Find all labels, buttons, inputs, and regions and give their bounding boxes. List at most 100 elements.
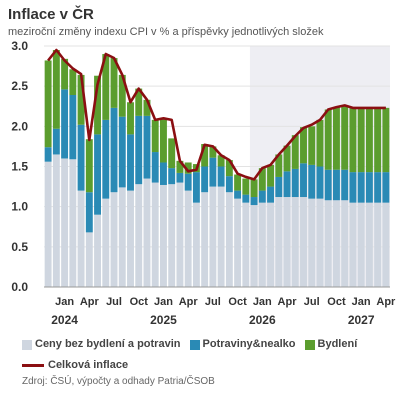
bar-ceny bbox=[143, 178, 151, 287]
bar-ceny bbox=[291, 197, 299, 287]
bar-potraviny bbox=[308, 164, 316, 199]
bar-ceny bbox=[225, 192, 233, 287]
bar-ceny bbox=[234, 198, 242, 287]
bar-bydleni bbox=[332, 107, 340, 170]
bar-potraviny bbox=[52, 128, 60, 155]
bar-ceny bbox=[341, 200, 349, 287]
bar-bydleni bbox=[217, 155, 225, 167]
bar-potraviny bbox=[118, 116, 126, 188]
bar-bydleni bbox=[118, 74, 126, 117]
bar-ceny bbox=[94, 214, 102, 287]
bar-potraviny bbox=[143, 115, 151, 179]
bar-bydleni bbox=[52, 50, 60, 129]
bar-ceny bbox=[250, 205, 258, 287]
x-tick-label-month: Apr bbox=[278, 296, 298, 308]
bar-potraviny bbox=[110, 107, 118, 193]
bar-potraviny bbox=[291, 168, 299, 198]
bar-ceny bbox=[242, 202, 250, 287]
bar-ceny bbox=[382, 202, 390, 287]
legend-label-celkova: Celková inflace bbox=[48, 358, 129, 371]
source-note: Zdroj: ČSÚ, výpočty a odhady Patria/ČSOB bbox=[22, 376, 215, 387]
bar-ceny bbox=[77, 190, 85, 287]
bar-potraviny bbox=[283, 171, 291, 198]
bar-bydleni bbox=[308, 126, 316, 165]
legend-swatch-celkova bbox=[22, 363, 44, 367]
bar-bydleni bbox=[44, 60, 52, 148]
bar-bydleni bbox=[135, 88, 143, 116]
bar-bydleni bbox=[374, 107, 382, 173]
bar-bydleni bbox=[234, 174, 242, 191]
bar-potraviny bbox=[77, 124, 85, 191]
bar-potraviny bbox=[365, 172, 373, 203]
x-tick-label-year: 2027 bbox=[348, 313, 375, 327]
bar-potraviny bbox=[127, 134, 134, 191]
bar-potraviny bbox=[258, 190, 266, 203]
bar-bydleni bbox=[365, 107, 373, 173]
bar-bydleni bbox=[61, 58, 69, 90]
bar-bydleni bbox=[357, 107, 365, 173]
bar-potraviny bbox=[250, 197, 258, 206]
bar-bydleni bbox=[77, 74, 85, 125]
bar-bydleni bbox=[69, 69, 77, 96]
bar-bydleni bbox=[159, 118, 167, 163]
bar-ceny bbox=[44, 161, 52, 287]
bar-potraviny bbox=[102, 119, 110, 199]
bar-ceny bbox=[258, 202, 266, 287]
x-tick-label-month: Jul bbox=[304, 296, 320, 308]
bar-potraviny bbox=[201, 166, 209, 193]
bar-bydleni bbox=[201, 144, 209, 167]
legend-swatch-potraviny bbox=[189, 339, 200, 350]
bar-bydleni bbox=[102, 54, 110, 120]
bar-potraviny bbox=[267, 186, 275, 203]
bar-bydleni bbox=[225, 160, 233, 177]
line-celkova-inflace bbox=[47, 48, 386, 181]
x-tick-label-month: Oct bbox=[228, 296, 247, 308]
bar-potraviny bbox=[275, 176, 283, 198]
bar-ceny bbox=[300, 197, 307, 287]
x-tick-label-month: Jan bbox=[55, 296, 74, 308]
x-tick-label-month: Jul bbox=[205, 296, 221, 308]
bar-ceny bbox=[168, 184, 176, 287]
bar-potraviny bbox=[374, 172, 382, 203]
bar-potraviny bbox=[184, 173, 192, 191]
bar-potraviny bbox=[217, 166, 225, 187]
legend-item-bydleni: Bydlení bbox=[304, 336, 358, 353]
bar-ceny bbox=[217, 186, 225, 287]
bar-ceny bbox=[135, 184, 143, 287]
x-tick-label-month: Apr bbox=[376, 296, 396, 308]
bar-potraviny bbox=[176, 172, 184, 183]
bar-ceny bbox=[365, 202, 373, 287]
bar-bydleni bbox=[382, 107, 390, 173]
legend-label-bydleni: Bydlení bbox=[317, 338, 358, 350]
bar-potraviny bbox=[332, 169, 340, 201]
bar-potraviny bbox=[159, 162, 167, 185]
bar-potraviny bbox=[192, 172, 200, 203]
bar-ceny bbox=[283, 197, 291, 287]
bar-ceny bbox=[275, 197, 283, 287]
bar-potraviny bbox=[94, 134, 102, 215]
x-tick-label-month: Jan bbox=[352, 296, 371, 308]
bar-potraviny bbox=[61, 89, 69, 159]
bar-potraviny bbox=[151, 152, 159, 183]
bar-bydleni bbox=[291, 135, 299, 169]
bar-layer bbox=[44, 50, 390, 287]
y-tick-label: 1.5 bbox=[11, 160, 28, 174]
bar-bydleni bbox=[283, 145, 291, 172]
bar-potraviny bbox=[357, 172, 365, 203]
bar-ceny bbox=[374, 202, 382, 287]
bar-bydleni bbox=[184, 162, 192, 174]
bar-potraviny bbox=[324, 169, 332, 201]
bar-ceny bbox=[308, 198, 316, 287]
bar-potraviny bbox=[209, 157, 217, 187]
bar-potraviny bbox=[300, 163, 307, 198]
legend-item-potraviny: Potraviny&nealko bbox=[189, 336, 295, 353]
bar-ceny bbox=[61, 158, 69, 287]
bar-ceny bbox=[316, 198, 324, 287]
chart-subtitle: meziroční změny indexu CPI v % a příspěv… bbox=[8, 26, 324, 38]
x-tick-label-month: Oct bbox=[130, 296, 149, 308]
bar-ceny bbox=[102, 198, 110, 287]
x-tick-label-year: 2026 bbox=[249, 313, 276, 327]
bar-bydleni bbox=[176, 160, 184, 173]
bar-ceny bbox=[85, 232, 93, 287]
